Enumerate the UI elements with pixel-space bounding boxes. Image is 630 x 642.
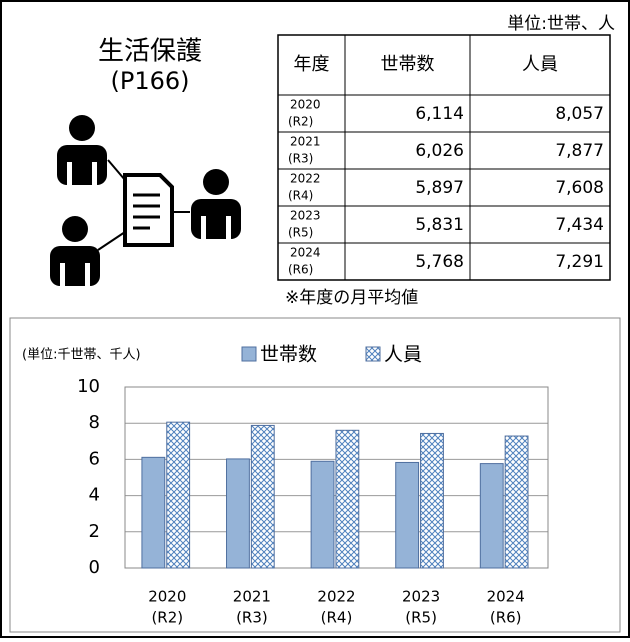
table-cell: 6,114	[415, 104, 464, 124]
table-cell: 7,291	[555, 252, 604, 272]
table-era: (R2)	[288, 115, 313, 129]
x-tick-sublabel: (R4)	[321, 609, 353, 627]
icon	[50, 115, 241, 287]
table-header: 年度	[294, 54, 330, 75]
chart-unit: (単位:千世帯、千人)	[22, 347, 141, 363]
table-era: (R3)	[288, 152, 313, 166]
bar	[250, 424, 275, 569]
legend-swatch	[241, 346, 257, 362]
table-era: (R5)	[288, 226, 313, 240]
x-tick-sublabel: (R3)	[236, 609, 268, 627]
x-tick-sublabel: (R5)	[405, 609, 437, 627]
legend-swatch	[365, 346, 381, 362]
table-era: (R6)	[288, 263, 313, 277]
table-header: 人員	[522, 54, 558, 75]
legend-label: 世帯数	[260, 344, 317, 366]
x-tick-label: 2021	[233, 588, 271, 606]
table-cell: 8,057	[555, 104, 604, 124]
y-tick-label: 0	[89, 557, 100, 578]
x-tick-label: 2023	[402, 588, 440, 606]
x-tick-sublabel: (R2)	[151, 609, 183, 627]
title: 生活保護	[98, 37, 202, 67]
y-tick-label: 2	[89, 521, 100, 542]
table-year: 2023	[290, 209, 321, 223]
table-cell: 7,877	[555, 141, 604, 161]
table-note: ※年度の月平均値	[285, 288, 418, 308]
x-tick-label: 2022	[317, 588, 355, 606]
page-ref: (P166)	[110, 67, 189, 95]
table-border	[277, 34, 611, 281]
bar	[395, 461, 420, 569]
unit-label: 単位:世帯、人	[507, 14, 615, 34]
table-year: 2020	[290, 98, 321, 112]
table-era: (R4)	[288, 189, 313, 203]
table-year: 2024	[290, 246, 321, 260]
chart-frame	[9, 317, 621, 633]
bar	[226, 458, 250, 569]
bar	[504, 435, 529, 569]
table-cell: 7,434	[555, 215, 604, 235]
x-tick-label: 2024	[487, 588, 525, 606]
x-tick-label: 2020	[148, 588, 186, 606]
bar	[310, 460, 335, 569]
bar	[141, 456, 166, 569]
bar	[335, 429, 360, 569]
table-cell: 5,768	[415, 252, 464, 272]
table-cell: 5,831	[415, 215, 464, 235]
bar	[166, 421, 191, 569]
bar	[420, 432, 444, 569]
table-cell: 6,026	[415, 141, 464, 161]
table-header: 世帯数	[381, 54, 435, 75]
legend-label: 人員	[384, 344, 422, 366]
y-tick-label: 10	[77, 376, 100, 397]
y-tick-label: 4	[89, 485, 100, 506]
table-year: 2021	[290, 135, 321, 149]
x-tick-sublabel: (R6)	[490, 609, 522, 627]
table-cell: 5,897	[415, 178, 464, 198]
y-tick-label: 6	[89, 448, 100, 469]
y-tick-label: 8	[89, 412, 100, 433]
table-cell: 7,608	[555, 178, 604, 198]
table-year: 2022	[290, 172, 321, 186]
bar	[479, 463, 504, 569]
